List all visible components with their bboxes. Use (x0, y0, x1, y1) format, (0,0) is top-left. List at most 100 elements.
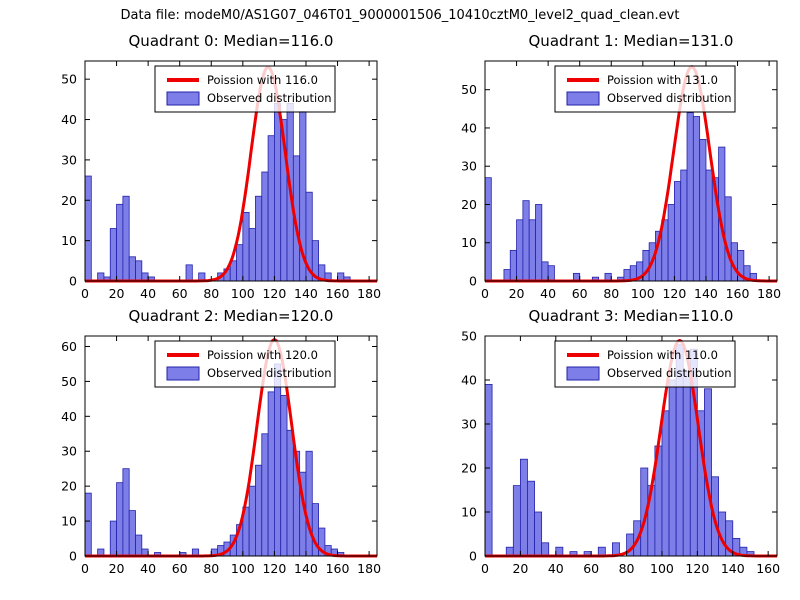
x-tick-label: 100 (231, 286, 255, 301)
legend-bar-swatch (166, 366, 200, 381)
x-tick-label: 40 (140, 286, 156, 301)
x-tick-label: 140 (294, 286, 318, 301)
y-tick-label: 0 (69, 274, 77, 289)
y-tick-label: 40 (61, 409, 77, 424)
histogram-bars (84, 363, 345, 557)
x-tick-label: 140 (294, 561, 318, 576)
y-tick-label: 0 (469, 549, 477, 564)
plot-title: Quadrant 2: Median=120.0 (128, 307, 334, 325)
legend-label-observed: Observed distribution (207, 366, 332, 380)
quadrant-0-panel: Quadrant 0: Median=116.0 0 20 40 60 80 100 120… (0, 30, 400, 305)
x-tick-label: 60 (172, 561, 188, 576)
y-tick-label: 0 (69, 549, 77, 564)
y-tick-label: 50 (61, 72, 77, 87)
legend-bar-swatch (566, 366, 600, 381)
legend-label-observed: Observed distribution (607, 366, 732, 380)
x-tick-label: 20 (512, 561, 528, 576)
legend-label-observed: Observed distribution (207, 91, 332, 105)
y-tick-label: 10 (461, 235, 477, 250)
x-tick-label: 80 (203, 286, 219, 301)
x-tick-label: 100 (231, 561, 255, 576)
x-tick-label: 120 (662, 286, 686, 301)
plot-title: Quadrant 1: Median=131.0 (528, 32, 734, 50)
quadrant-2-histogram-plot: 0 20 40 60 80 100 120 140 160 180 0 10 20 30 40 50 60 Poi… (61, 335, 381, 576)
y-tick-label: 30 (461, 417, 477, 432)
axes-frame (84, 60, 378, 282)
x-tick-label: 160 (326, 561, 350, 576)
x-tick-label: 40 (548, 561, 564, 576)
x-tick-label: 100 (650, 561, 674, 576)
quadrant-3-panel: Quadrant 3: Median=110.0 0 20 40 60 80 100 120… (400, 305, 800, 580)
y-tick-label: 0 (469, 274, 477, 289)
x-tick-label: 0 (81, 286, 89, 301)
y-tick-label: 20 (461, 197, 477, 212)
x-tick-label: 40 (140, 561, 156, 576)
y-tick-label: 10 (461, 505, 477, 520)
y-tick-label: 50 (461, 82, 477, 97)
plot-title: Quadrant 3: Median=110.0 (528, 307, 734, 325)
legend: Poission with 131.0 Observed distribution (554, 65, 736, 113)
x-tick-label: 100 (631, 286, 655, 301)
quadrant-0-histogram-plot: 0 20 40 60 80 100 120 140 160 180 0 10 20 30 40 50 Poiss… (61, 60, 381, 301)
legend-bar-swatch (166, 91, 200, 106)
axes-frame (484, 60, 778, 282)
x-tick-label: 120 (262, 286, 286, 301)
x-tick-label: 20 (109, 561, 125, 576)
x-tick-label: 140 (694, 286, 718, 301)
legend-label-poisson: Poission with 120.0 (207, 348, 318, 362)
x-tick-label: 180 (357, 286, 381, 301)
quadrant-2-panel: Quadrant 2: Median=120.0 0 20 40 60 80 100 120… (0, 305, 400, 580)
plot-title: Quadrant 0: Median=116.0 (128, 32, 334, 50)
x-tick-label: 80 (603, 286, 619, 301)
x-tick-label: 60 (572, 286, 588, 301)
quadrant-1-panel: Quadrant 1: Median=131.0 0 20 40 60 80 100 120… (400, 30, 800, 305)
x-tick-label: 0 (81, 561, 89, 576)
legend: Poission with 110.0 Observed distribution (554, 340, 736, 388)
y-tick-label: 30 (61, 152, 77, 167)
x-tick-label: 120 (685, 561, 709, 576)
y-tick-label: 50 (461, 329, 477, 344)
legend: Poission with 120.0 Observed distribution (154, 340, 336, 388)
x-tick-label: 160 (726, 286, 750, 301)
x-tick-label: 60 (172, 286, 188, 301)
x-tick-label: 180 (357, 561, 381, 576)
figure-title: Data file: modeM0/AS1G07_046T01_90000015… (120, 8, 680, 23)
legend-bar-swatch (566, 91, 600, 106)
legend-label-observed: Observed distribution (607, 91, 732, 105)
x-tick-label: 140 (721, 561, 745, 576)
legend: Poission with 116.0 Observed distribution (154, 65, 336, 113)
y-tick-label: 20 (461, 461, 477, 476)
x-tick-label: 60 (583, 561, 599, 576)
x-tick-label: 40 (540, 286, 556, 301)
y-tick-label: 50 (61, 374, 77, 389)
x-tick-label: 80 (203, 561, 219, 576)
x-tick-label: 80 (619, 561, 635, 576)
legend-label-poisson: Poission with 116.0 (207, 73, 318, 87)
axes-frame (484, 335, 778, 557)
quadrant-1-histogram-plot: 0 20 40 60 80 100 120 140 160 180 0 10 20 30 40 50 Poiss… (461, 60, 781, 301)
y-tick-label: 20 (61, 193, 77, 208)
y-tick-label: 10 (61, 514, 77, 529)
y-tick-label: 60 (61, 339, 77, 354)
figure-grid: Quadrant 0: Median=116.0 0 20 40 60 80 100 120… (0, 30, 800, 580)
y-tick-label: 40 (61, 112, 77, 127)
y-tick-label: 10 (61, 233, 77, 248)
y-tick-label: 30 (61, 444, 77, 459)
y-tick-label: 30 (461, 159, 477, 174)
axes-frame (84, 335, 378, 557)
x-tick-label: 180 (757, 286, 781, 301)
x-tick-label: 0 (481, 286, 489, 301)
x-tick-label: 160 (756, 561, 780, 576)
quadrant-3-histogram-plot: 0 20 40 60 80 100 120 140 160 0 10 20 30 40 50 Poission… (461, 329, 780, 577)
x-tick-label: 0 (481, 561, 489, 576)
x-tick-label: 20 (109, 286, 125, 301)
x-tick-label: 160 (326, 286, 350, 301)
y-tick-label: 20 (61, 479, 77, 494)
legend-label-poisson: Poission with 110.0 (607, 348, 718, 362)
y-tick-label: 40 (461, 373, 477, 388)
histogram-bars (84, 102, 351, 282)
x-tick-label: 20 (509, 286, 525, 301)
legend-label-poisson: Poission with 131.0 (607, 73, 718, 87)
y-tick-label: 40 (461, 120, 477, 135)
x-tick-label: 120 (262, 561, 286, 576)
